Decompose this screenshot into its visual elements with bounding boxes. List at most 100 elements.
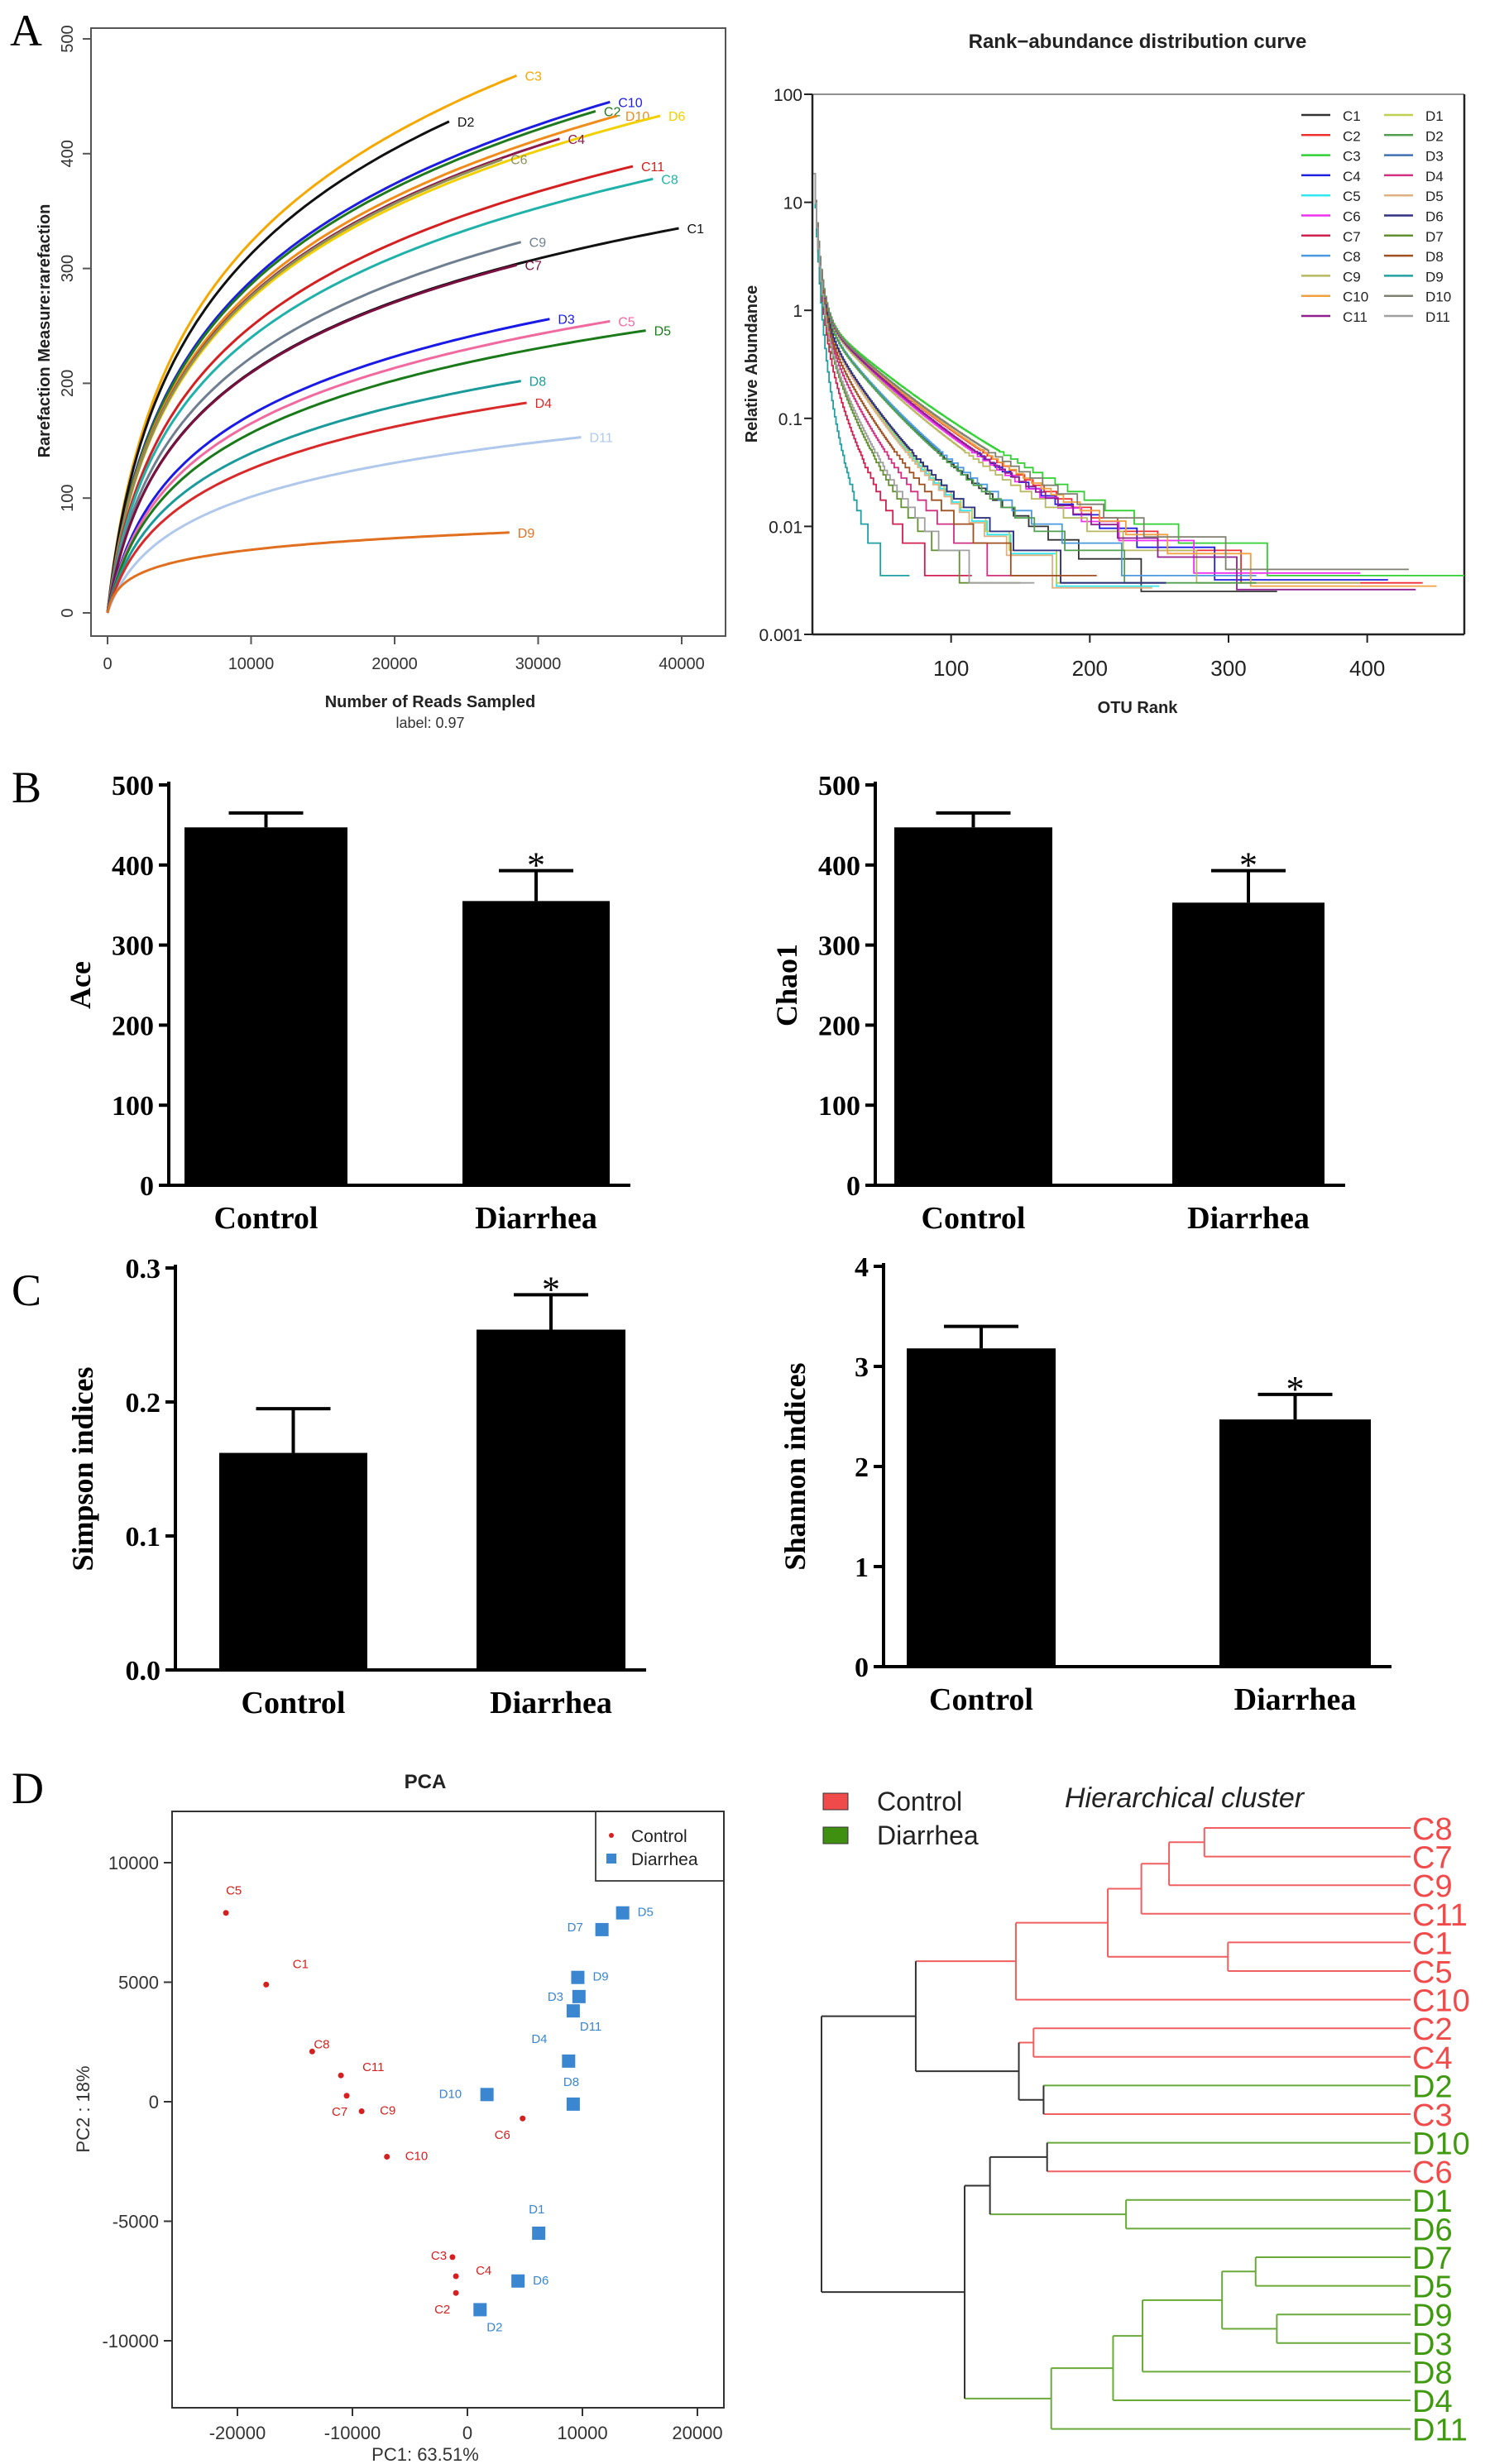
- y-tick-label: 1: [855, 1553, 869, 1583]
- y-tick-label: 400: [59, 140, 77, 167]
- leaf-label-c2: C2: [1412, 2012, 1453, 2047]
- legend-label: Diarrhea: [631, 1850, 698, 1869]
- x-category-label: Control: [922, 1201, 1026, 1236]
- x-tick-label: -20000: [209, 2423, 266, 2443]
- legend-label: Control: [877, 1787, 962, 1816]
- bar-diarrhea: [1219, 1419, 1371, 1667]
- series-line-d5: [813, 173, 1152, 589]
- rank-abundance-chart: Rank−abundance distribution curve 100 200 3…: [743, 31, 1466, 717]
- y-tick-label: 300: [818, 931, 860, 962]
- legend-label: Control: [631, 1827, 687, 1846]
- series-line-c11: [106, 165, 634, 614]
- y-axis-label: Simpson indices: [66, 1366, 99, 1571]
- point-label: D3: [548, 1990, 563, 2004]
- series-label: C9: [529, 237, 547, 251]
- ace-bar-chart: 0 100 200 300 400 500 Ace Control * Diarrhea: [64, 771, 630, 1236]
- legend-label: C5: [1343, 189, 1361, 204]
- x-tick-label: 20000: [371, 655, 418, 673]
- series-line-d6: [813, 173, 1166, 584]
- significance-marker: *: [1239, 845, 1257, 886]
- leaf-label-d2: D2: [1412, 2069, 1453, 2104]
- y-tick-label: -10000: [102, 2331, 159, 2352]
- legend-marker: [606, 1854, 616, 1864]
- point-d7: [595, 1922, 609, 1936]
- y-tick-label: 3: [855, 1352, 869, 1383]
- rarefaction-chart: 0 10000 20000 30000 40000 0 100 200 300 400 500 Num…: [36, 25, 726, 731]
- series-line-d9: [813, 173, 910, 577]
- significance-marker: *: [1286, 1369, 1305, 1409]
- y-tick-label: 2: [855, 1452, 869, 1483]
- y-tick-label: -5000: [113, 2212, 159, 2232]
- x-axis-label: PC1: 63.51%: [371, 2444, 479, 2464]
- series-label: C3: [525, 69, 542, 84]
- legend-marker: [609, 1833, 614, 1838]
- x-tick-label: 10000: [557, 2423, 607, 2443]
- series-label: D2: [457, 116, 475, 130]
- series-line-c7: [813, 173, 972, 577]
- x-tick-label: 10000: [228, 655, 275, 673]
- y-axis-label: Rarefaction Measure:rarefaction: [36, 204, 54, 458]
- leaf-label-d10: D10: [1412, 2127, 1470, 2162]
- pca-scatter-chart: PCA -20000 -10000 0 10000 20000 -10000 -5000 0 50…: [73, 1771, 725, 2464]
- leaf-label-c10: C10: [1412, 1984, 1470, 2019]
- y-tick-label: 4: [855, 1252, 869, 1283]
- y-tick-label: 300: [112, 931, 154, 962]
- series-label: C7: [525, 259, 542, 273]
- y-tick-label: 100: [818, 1091, 860, 1122]
- point-c3: [449, 2254, 456, 2261]
- y-tick-label: 0: [149, 2092, 159, 2112]
- series-line-c6: [813, 173, 1361, 574]
- y-axis-label: Chao1: [770, 944, 803, 1026]
- series-line-c8: [106, 177, 654, 614]
- legend-label: C10: [1343, 289, 1368, 305]
- point-d1: [532, 2226, 546, 2240]
- legend-label: C6: [1343, 209, 1361, 225]
- x-category-label: Diarrhea: [475, 1201, 597, 1236]
- y-tick-label: 0: [846, 1171, 860, 1202]
- leaf-label-d7: D7: [1412, 2242, 1453, 2276]
- bar-control: [184, 827, 347, 1185]
- bar-control: [907, 1348, 1056, 1667]
- y-tick-label: 0.3: [126, 1254, 161, 1285]
- point-label: D6: [533, 2274, 548, 2288]
- series-label: C5: [618, 315, 635, 329]
- bar-diarrhea: [1172, 902, 1325, 1185]
- legend-label: C3: [1343, 149, 1361, 165]
- x-tick-label: 100: [933, 656, 969, 681]
- leaf-label-c11: C11: [1412, 1898, 1468, 1933]
- point-d9: [571, 1970, 585, 1984]
- series-label: C10: [618, 96, 642, 110]
- point-label: D8: [563, 2075, 579, 2089]
- series-line-c11: [813, 173, 1416, 591]
- point-label: C8: [314, 2037, 329, 2051]
- point-label: C10: [405, 2149, 429, 2163]
- point-label: C2: [434, 2303, 450, 2317]
- legend-label: D8: [1425, 249, 1444, 265]
- x-tick-label: 400: [1349, 656, 1385, 681]
- leaf-label-c4: C4: [1412, 2041, 1453, 2076]
- plot-frame: [90, 27, 726, 637]
- series-line-d10: [813, 173, 1409, 571]
- y-tick-label: 0: [855, 1653, 869, 1683]
- leaf-label-c8: C8: [1412, 1812, 1453, 1847]
- leaf-label-d6: D6: [1412, 2213, 1453, 2247]
- series-line-d4: [106, 401, 527, 614]
- point-label: D10: [439, 2087, 462, 2101]
- x-axis-label: Number of Reads Sampled: [325, 693, 536, 711]
- y-tick-label: 500: [59, 25, 77, 52]
- series-line-d8: [106, 380, 521, 614]
- x-tick-label: 0: [103, 655, 112, 673]
- series-label: D5: [654, 325, 672, 339]
- point-c2: [453, 2289, 459, 2296]
- point-c11: [338, 2072, 344, 2079]
- point-label: D4: [531, 2032, 547, 2046]
- y-tick-label: 200: [59, 370, 77, 397]
- x-category-label: Diarrhea: [490, 1686, 612, 1720]
- y-tick-label: 400: [112, 851, 154, 882]
- x-tick-label: 0: [462, 2423, 472, 2443]
- simpson-bar-chart: 0.0 0.1 0.2 0.3 Simpson indices Control * Diarr…: [66, 1254, 646, 1720]
- legend-swatch: [822, 1792, 849, 1811]
- x-category-label: Control: [929, 1682, 1033, 1717]
- significance-marker: *: [527, 845, 545, 886]
